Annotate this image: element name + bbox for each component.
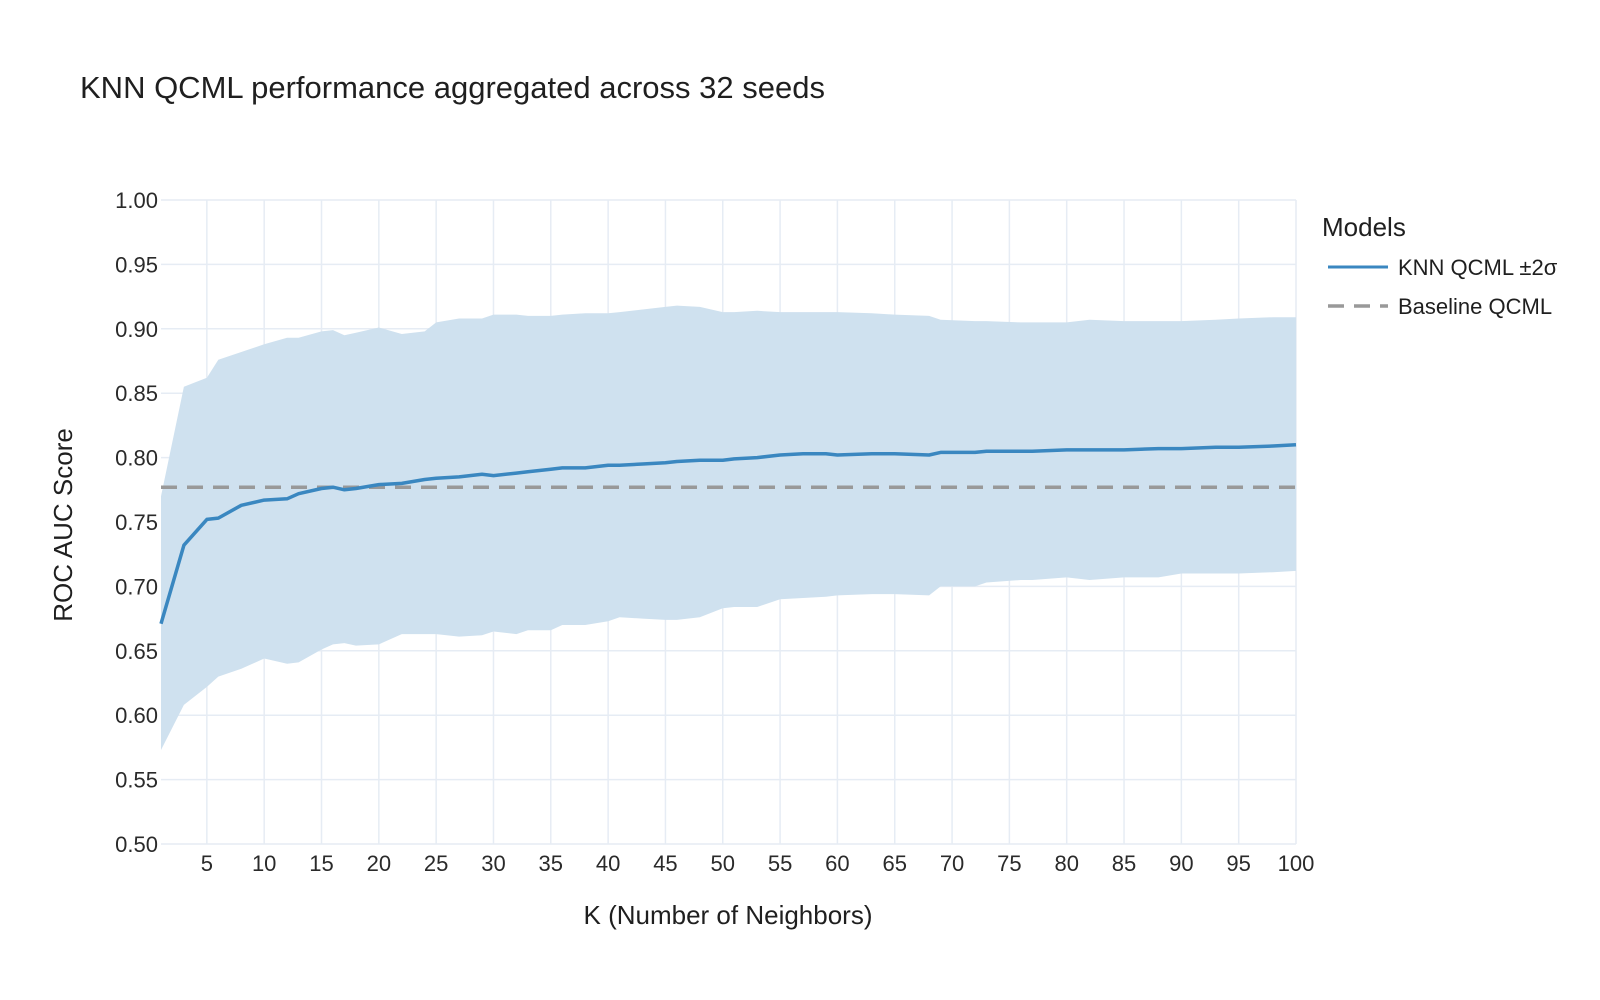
- y-tick-label: 0.60: [115, 703, 158, 728]
- band-layer: [161, 305, 1296, 750]
- x-tick-label: 100: [1278, 851, 1315, 876]
- x-tick-label: 75: [997, 851, 1021, 876]
- y-tick-label: 0.65: [115, 639, 158, 664]
- x-tick-label: 95: [1226, 851, 1250, 876]
- y-tick-label: 0.75: [115, 510, 158, 535]
- x-tick-label: 20: [367, 851, 391, 876]
- x-tick-label: 25: [424, 851, 448, 876]
- y-tick-label: 0.55: [115, 768, 158, 793]
- x-tick-label: 15: [309, 851, 333, 876]
- x-axis-title: K (Number of Neighbors): [584, 900, 873, 930]
- y-tick-label: 0.95: [115, 252, 158, 277]
- x-tick-label: 80: [1054, 851, 1078, 876]
- chart-title: KNN QCML performance aggregated across 3…: [80, 70, 825, 105]
- legend: Models KNN QCML ±2σ Baseline QCML: [1322, 212, 1558, 319]
- legend-item-baseline[interactable]: Baseline QCML: [1328, 294, 1552, 319]
- x-tick-label: 35: [539, 851, 563, 876]
- x-tick-label: 55: [768, 851, 792, 876]
- legend-label-knn: KNN QCML ±2σ: [1398, 255, 1558, 280]
- legend-label-baseline: Baseline QCML: [1398, 294, 1552, 319]
- y-tick-labels: 0.50 0.55 0.60 0.65 0.70 0.75 0.80 0.85 0.90 0.95…: [115, 188, 158, 857]
- knn-confidence-band: [161, 305, 1296, 750]
- y-tick-label: 0.85: [115, 381, 158, 406]
- x-tick-label: 5: [201, 851, 213, 876]
- y-tick-label: 0.70: [115, 574, 158, 599]
- knn-qcml-line: [159, 442, 1297, 625]
- line-layer: [159, 442, 1297, 625]
- y-tick-label: 0.50: [115, 832, 158, 857]
- y-tick-label: 0.90: [115, 317, 158, 342]
- x-tick-label: 90: [1169, 851, 1193, 876]
- legend-title: Models: [1322, 212, 1406, 242]
- x-tick-label: 10: [252, 851, 276, 876]
- x-tick-label: 40: [596, 851, 620, 876]
- x-tick-label: 50: [711, 851, 735, 876]
- y-tick-label: 1.00: [115, 188, 158, 213]
- x-tick-label: 70: [940, 851, 964, 876]
- x-tick-label: 45: [653, 851, 677, 876]
- x-tick-label: 60: [825, 851, 849, 876]
- x-tick-label: 85: [1112, 851, 1136, 876]
- y-tick-label: 0.80: [115, 446, 158, 471]
- y-axis-title: ROC AUC Score: [48, 428, 78, 622]
- x-tick-label: 65: [882, 851, 906, 876]
- x-tick-labels: 5 10 15 20 25 30 35 40 45 50 55 60 65 70 75 80 85 90 95 100: [201, 851, 1315, 876]
- legend-item-knn[interactable]: KNN QCML ±2σ: [1328, 255, 1558, 280]
- x-tick-label: 30: [481, 851, 505, 876]
